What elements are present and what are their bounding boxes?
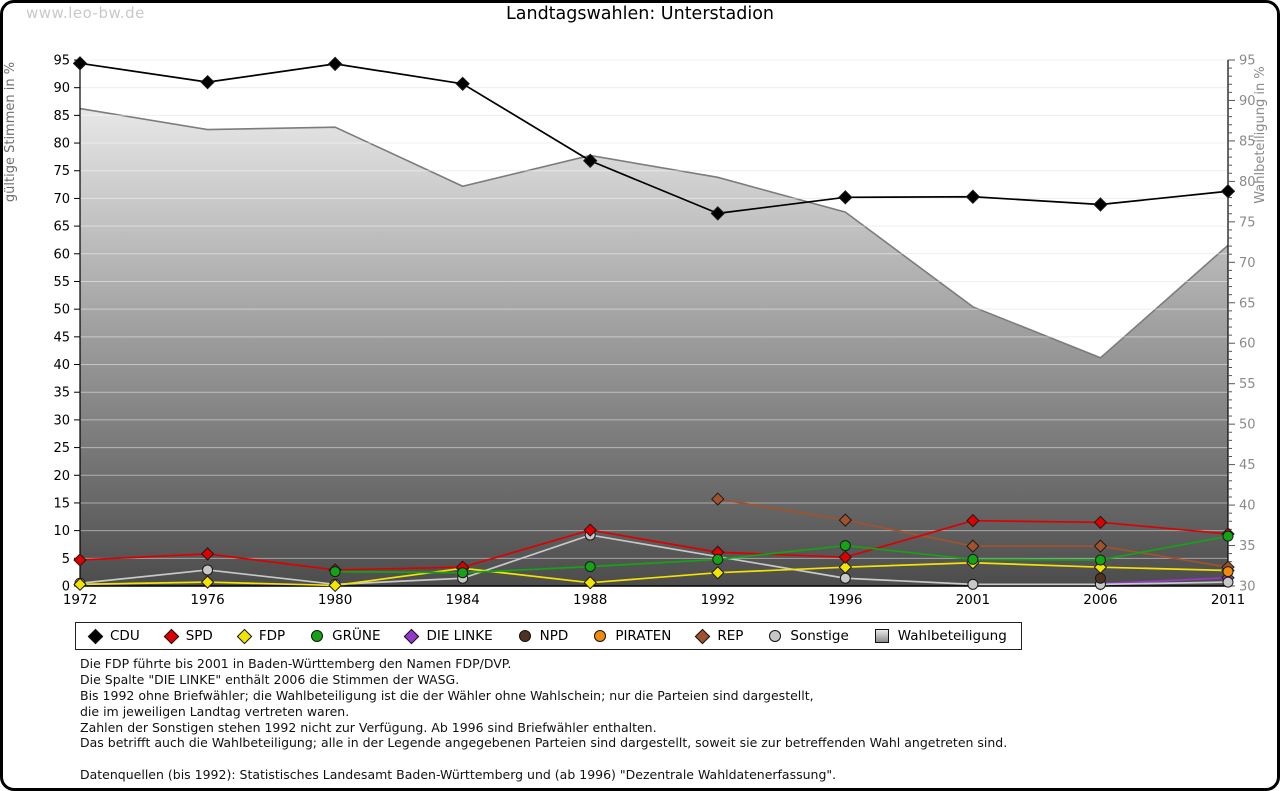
svg-text:40: 40 — [53, 358, 70, 373]
svg-text:70: 70 — [1239, 256, 1256, 271]
svg-text:1976: 1976 — [190, 592, 224, 608]
series-REP — [711, 492, 1235, 574]
svg-text:80: 80 — [1239, 175, 1256, 190]
series-NPD — [1094, 572, 1106, 584]
svg-text:35: 35 — [53, 386, 70, 401]
legend-label: FDP — [258, 628, 286, 644]
legend-item-spd: SPD — [163, 628, 213, 644]
legend-label: GRÜNE — [332, 628, 381, 644]
svg-text:30: 30 — [1239, 580, 1256, 595]
svg-text:1988: 1988 — [573, 592, 607, 608]
legend-label: SPD — [185, 628, 213, 644]
svg-text:45: 45 — [53, 330, 70, 345]
svg-text:60: 60 — [53, 247, 70, 262]
legend-item-grüne: GRÜNE — [311, 628, 380, 644]
legend-item-fdp: FDP — [236, 628, 286, 644]
legend-label: PIRATEN — [615, 628, 672, 644]
svg-text:65: 65 — [53, 220, 70, 235]
svg-text:40: 40 — [1239, 499, 1256, 514]
legend-item-die-linke: DIE LINKE — [404, 628, 493, 644]
svg-text:15: 15 — [53, 496, 70, 511]
page-title: Landtagswahlen: Unterstadion — [506, 4, 774, 24]
diamond-marker-icon — [163, 628, 179, 644]
diamond-marker-icon — [404, 628, 420, 644]
site-watermark: www.leo-bw.de — [26, 4, 145, 22]
svg-text:2011: 2011 — [1211, 592, 1245, 608]
svg-text:25: 25 — [53, 441, 70, 456]
legend-label: NPD — [539, 628, 569, 644]
svg-text:95: 95 — [53, 54, 70, 69]
svg-text:55: 55 — [1239, 377, 1256, 392]
series-CDU — [72, 56, 1236, 221]
svg-text:85: 85 — [1239, 134, 1256, 149]
svg-text:1984: 1984 — [445, 592, 479, 608]
svg-text:30: 30 — [53, 413, 70, 428]
svg-text:60: 60 — [1239, 337, 1256, 352]
left-axis-title: gültige Stimmen in % — [3, 62, 18, 202]
svg-text:90: 90 — [1239, 94, 1256, 109]
diamond-marker-icon — [87, 628, 104, 644]
svg-text:85: 85 — [53, 109, 70, 124]
svg-text:5: 5 — [62, 552, 70, 567]
footnotes: Die FDP führte bis 2001 in Baden-Württem… — [80, 656, 1008, 783]
svg-text:70: 70 — [53, 192, 70, 207]
legend-item-piraten: PIRATEN — [594, 628, 671, 644]
circle-marker-icon — [594, 630, 607, 642]
svg-text:50: 50 — [53, 303, 70, 318]
circle-marker-icon — [518, 630, 531, 642]
svg-text:35: 35 — [1239, 539, 1256, 554]
svg-text:0: 0 — [62, 580, 70, 595]
legend-label: CDU — [110, 628, 140, 644]
circle-marker-icon — [769, 630, 782, 642]
svg-text:1980: 1980 — [318, 592, 352, 608]
axes: 0 5 10 15 20 25 30 35 40 45 50 55 60 65 70 75 80 85 90 95 30… — [3, 54, 1268, 609]
svg-text:65: 65 — [1239, 296, 1256, 311]
election-line-chart: 0 5 10 15 20 25 30 35 40 45 50 55 60 65 70 75 80 85 90 95 30… — [3, 54, 1268, 609]
legend: CDU SPD FDP GRÜNE DIE LINKE NPD PIRATEN REP Sons… — [75, 622, 1022, 650]
svg-text:1972: 1972 — [63, 592, 97, 608]
series-GRÜNE — [329, 530, 1234, 579]
legend-item-npd: NPD — [518, 628, 569, 644]
series-PIRATEN — [1222, 566, 1234, 578]
circle-marker-icon — [311, 630, 324, 642]
legend-item-sonstige: Sonstige — [769, 628, 849, 644]
svg-text:2001: 2001 — [956, 592, 990, 608]
svg-text:2006: 2006 — [1083, 592, 1117, 608]
svg-text:95: 95 — [1239, 54, 1256, 69]
legend-item-rep: REP — [695, 628, 744, 644]
svg-text:75: 75 — [53, 164, 70, 179]
svg-text:20: 20 — [53, 469, 70, 484]
svg-text:90: 90 — [53, 81, 70, 96]
right-axis-title: Wahlbeteiligung in % — [1253, 66, 1268, 203]
svg-text:45: 45 — [1239, 458, 1256, 473]
legend-item-cdu: CDU — [87, 628, 140, 644]
series-area-Wahlbeteiligung — [79, 107, 1229, 587]
diamond-marker-icon — [695, 628, 711, 644]
square-marker-icon — [874, 629, 889, 643]
svg-text:80: 80 — [53, 137, 70, 152]
svg-text:75: 75 — [1239, 215, 1256, 230]
svg-text:10: 10 — [53, 524, 70, 539]
svg-text:1992: 1992 — [701, 592, 735, 608]
svg-text:1996: 1996 — [828, 592, 862, 608]
gridlines-overlay — [80, 59, 1228, 559]
svg-text:50: 50 — [1239, 418, 1256, 433]
legend-label: DIE LINKE — [426, 628, 493, 644]
legend-label: Sonstige — [790, 628, 849, 644]
legend-item-wahlbeteiligung: Wahlbeteiligung — [874, 628, 1007, 644]
svg-text:55: 55 — [53, 275, 70, 290]
diamond-marker-icon — [236, 628, 253, 644]
legend-label: REP — [717, 628, 744, 644]
legend-label: Wahlbeteiligung — [897, 628, 1007, 644]
